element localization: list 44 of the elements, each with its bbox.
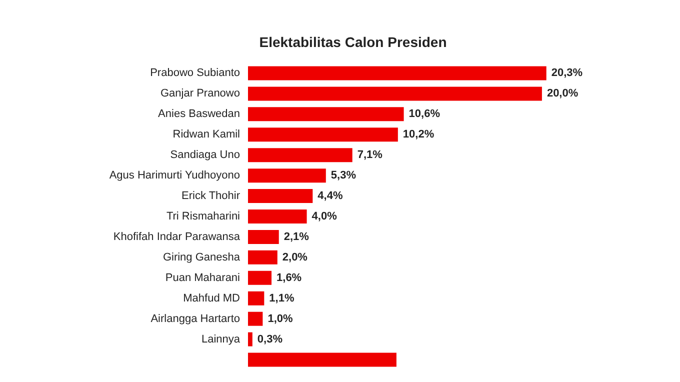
y-tick-label: Ridwan Kamil xyxy=(172,128,240,141)
y-tick-label: Mahfud MD xyxy=(183,292,240,304)
y-tick-label: Puan Maharani xyxy=(165,272,240,284)
data-label: 5,3% xyxy=(330,170,356,182)
bar xyxy=(248,210,307,224)
bar xyxy=(248,128,398,142)
data-label: 2,0% xyxy=(282,251,308,264)
bar xyxy=(248,168,326,183)
data-label: 10,6% xyxy=(408,108,440,120)
data-label: 1,6% xyxy=(276,272,302,284)
data-label: 7,1% xyxy=(357,149,383,162)
bar xyxy=(248,352,396,367)
bar xyxy=(248,148,352,162)
data-label: 10,2% xyxy=(402,128,434,141)
chart-title: Elektabilitas Calon Presiden xyxy=(259,34,447,50)
bar xyxy=(248,312,263,326)
y-tick-label: Tri Rismaharini xyxy=(166,210,240,222)
bar xyxy=(248,86,542,101)
y-tick-label: Airlangga Hartarto xyxy=(150,312,240,325)
data-label: 20,3% xyxy=(551,67,583,80)
bar xyxy=(248,332,252,346)
data-label: 1,0% xyxy=(268,312,293,325)
data-label: 20,0% xyxy=(546,88,578,100)
y-tick-label: Prabowo Subianto xyxy=(150,67,240,80)
bar xyxy=(248,230,279,244)
y-tick-label: Giring Ganesha xyxy=(162,251,241,264)
bar xyxy=(248,270,272,285)
y-tick-label: Lainnya xyxy=(201,333,241,346)
y-tick-label: Erick Thohir xyxy=(182,190,240,202)
bar xyxy=(248,107,404,122)
data-label: 2,1% xyxy=(284,230,310,243)
y-tick-label: Ganjar Pranowo xyxy=(160,88,240,100)
data-label: 4,4% xyxy=(318,190,343,202)
bar xyxy=(248,66,546,80)
y-tick-label: Agus Harimurti Yudhoyono xyxy=(109,170,240,182)
data-label: 4,0% xyxy=(312,210,338,222)
y-tick-label: Sandiaga Uno xyxy=(170,149,240,162)
bar xyxy=(248,291,264,306)
y-tick-label: Anies Baswedan xyxy=(158,108,240,120)
y-tick-label: Khofifah Indar Parawansa xyxy=(113,230,241,243)
bar xyxy=(248,189,313,204)
data-label: 0,3% xyxy=(257,333,283,346)
data-label: 1,1% xyxy=(269,292,294,304)
bar xyxy=(248,250,278,264)
